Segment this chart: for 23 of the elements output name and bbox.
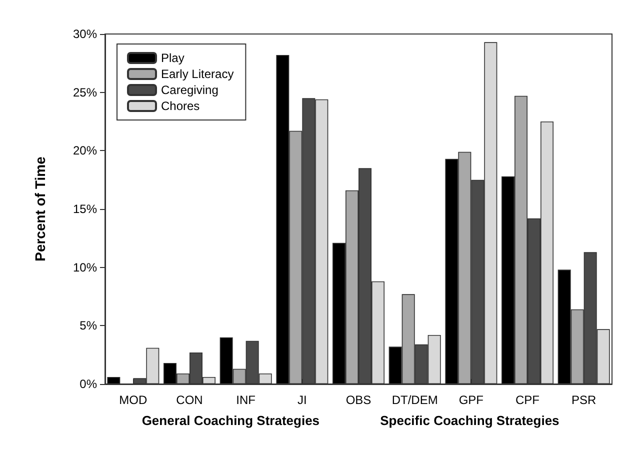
y-tick-label: 30% <box>72 27 98 41</box>
y-tick-label: 20% <box>72 144 98 158</box>
y-tick-label: 15% <box>72 202 98 216</box>
legend-label: Play <box>161 51 184 65</box>
text: General Coaching Strategies <box>142 413 320 428</box>
x-tick-label: PSR <box>571 393 596 407</box>
text: Specific Coaching Strategies <box>380 413 560 428</box>
y-tick-label: 5% <box>80 318 98 333</box>
y-tick-label: 0% <box>80 377 98 391</box>
x-tick-label: DT/DEM <box>392 393 438 407</box>
x-tick-label: INF <box>236 393 256 407</box>
legend-label: Chores <box>161 99 200 113</box>
x-tick-label: GPF <box>458 393 484 407</box>
x-tick-label: OBS <box>346 393 372 407</box>
legend-label: Caregiving <box>161 83 218 97</box>
x-tick-label: JI <box>297 393 307 407</box>
y-axis-title: Percent of Time <box>32 156 48 262</box>
y-tick-label: 25% <box>72 85 98 100</box>
x-tick-label: CON <box>176 393 203 407</box>
legend-label: Early Literacy <box>161 67 234 81</box>
x-tick-label: CPF <box>516 393 540 407</box>
x-tick-label: MOD <box>119 393 148 407</box>
y-tick-label: 10% <box>72 260 98 274</box>
